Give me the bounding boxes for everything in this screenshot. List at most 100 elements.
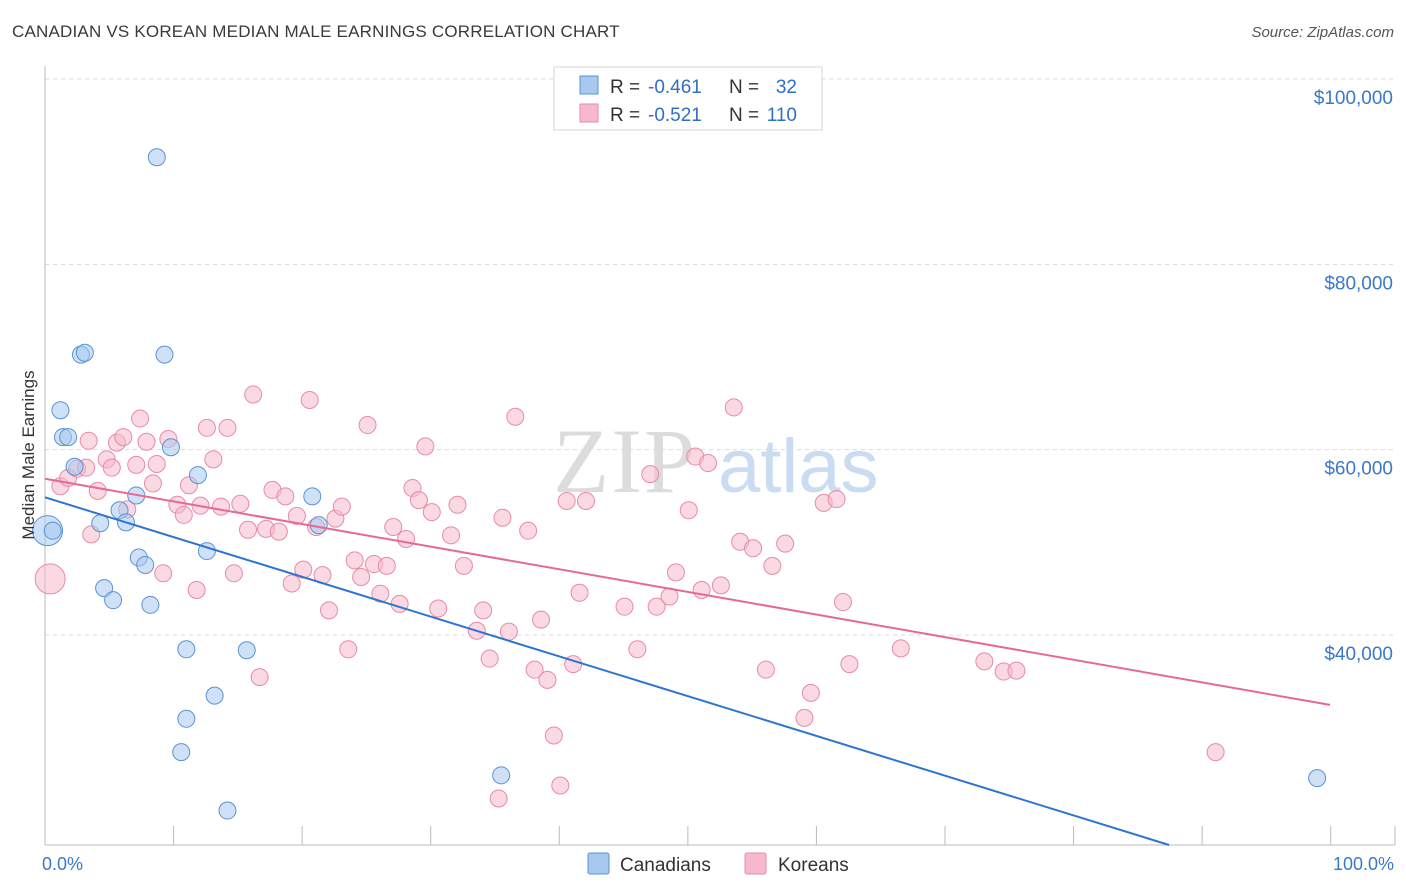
koreans-point [239, 520, 258, 539]
koreans-point [538, 670, 557, 689]
koreans-trend-line [44, 477, 1331, 706]
legend-r-value-koreans: -0.521 [648, 105, 702, 126]
koreans-point [493, 508, 512, 527]
koreans-point [763, 556, 782, 575]
koreans-point [88, 481, 107, 500]
koreans-point [154, 564, 173, 583]
koreans-point [641, 465, 660, 484]
koreans-point [422, 503, 441, 522]
koreans-point [287, 506, 306, 525]
koreans-points [34, 385, 1225, 808]
canadians-point [104, 591, 123, 610]
koreans-point [474, 601, 493, 620]
koreans-point [250, 668, 269, 687]
koreans-point [833, 593, 852, 612]
legend-n-label-koreans: N = [729, 105, 759, 126]
legend-r-label-koreans: R = [610, 105, 640, 126]
koreans-point [827, 490, 846, 509]
legend-n-value-canadians: 32 [776, 77, 797, 98]
koreans-point [218, 418, 237, 437]
koreans-point [840, 655, 859, 674]
trend-lines [44, 477, 1331, 846]
koreans-point [276, 487, 295, 506]
canadians-point [1308, 769, 1327, 788]
canadians-point [141, 595, 160, 614]
koreans-point [744, 539, 763, 558]
koreans-point [776, 534, 795, 553]
koreans-point [551, 776, 570, 795]
legend-r-label-canadians: R = [610, 77, 640, 98]
koreans-point [489, 789, 508, 808]
axes [44, 66, 1395, 846]
canadians-point [218, 801, 237, 820]
x-ticks [44, 826, 1396, 845]
koreans-point [506, 407, 525, 426]
legend-swatch-koreans [579, 103, 599, 123]
koreans-point [724, 398, 743, 417]
koreans-point [795, 708, 814, 727]
y-tick-label: $60,000 [1324, 459, 1393, 480]
koreans-point [174, 505, 193, 524]
series-legend-label-koreans: Koreans [778, 855, 849, 876]
canadians-point [95, 579, 114, 598]
x-tick-label-max: 100.0% [1333, 854, 1394, 874]
koreans-point [332, 497, 351, 516]
koreans-point [137, 432, 156, 451]
koreans-point [352, 568, 371, 587]
koreans-point [1206, 743, 1225, 762]
koreans-point [454, 556, 473, 575]
y-tick-label: $40,000 [1324, 644, 1393, 665]
legend-box [553, 66, 823, 131]
koreans-point [34, 563, 66, 595]
canadians-point [59, 428, 78, 447]
koreans-point [711, 576, 730, 595]
canadians-point [91, 514, 110, 533]
y-axis-title: Median Male Earnings [19, 370, 38, 539]
koreans-point [204, 450, 223, 469]
canadians-point [65, 457, 84, 476]
koreans-point [615, 597, 634, 616]
series-legend-swatch-canadians [587, 852, 610, 875]
koreans-point [699, 454, 718, 473]
koreans-point [244, 385, 263, 404]
canadians-point [172, 743, 191, 762]
koreans-point [197, 418, 216, 437]
koreans-point [282, 574, 301, 593]
source-label: Source: ZipAtlas.com [1251, 24, 1394, 41]
koreans-point [377, 556, 396, 575]
watermark-atlas: atlas [718, 424, 879, 509]
koreans-point [79, 431, 98, 450]
koreans-point [397, 530, 416, 549]
koreans-point [544, 726, 563, 745]
koreans-point [339, 640, 358, 659]
koreans-point [269, 522, 288, 541]
canadians-point [188, 466, 207, 485]
koreans-point [300, 391, 319, 410]
y-tick-label: $80,000 [1324, 273, 1393, 294]
canadians-points [32, 148, 1327, 820]
koreans-point [212, 497, 231, 516]
koreans-point [371, 584, 390, 603]
koreans-point [1007, 661, 1026, 680]
koreans-point [499, 622, 518, 641]
koreans-point [442, 526, 461, 545]
canadians-trend-line [44, 496, 1170, 846]
koreans-point [143, 474, 162, 493]
koreans-point [480, 649, 499, 668]
koreans-point [102, 458, 121, 477]
series-legend: Canadians Koreans [587, 852, 849, 876]
koreans-point [570, 583, 589, 602]
koreans-point [519, 521, 538, 540]
koreans-point [187, 580, 206, 599]
koreans-point [147, 454, 166, 473]
canadians-point [75, 343, 94, 362]
koreans-point [409, 491, 428, 510]
koreans-point [525, 660, 544, 679]
canadians-point [177, 709, 196, 728]
canadians-point [161, 438, 180, 457]
canadians-point [303, 487, 322, 506]
series-legend-label-canadians: Canadians [620, 855, 711, 876]
legend-n-label-canadians: N = [729, 77, 759, 98]
watermark-zip: ZIP [553, 410, 697, 512]
